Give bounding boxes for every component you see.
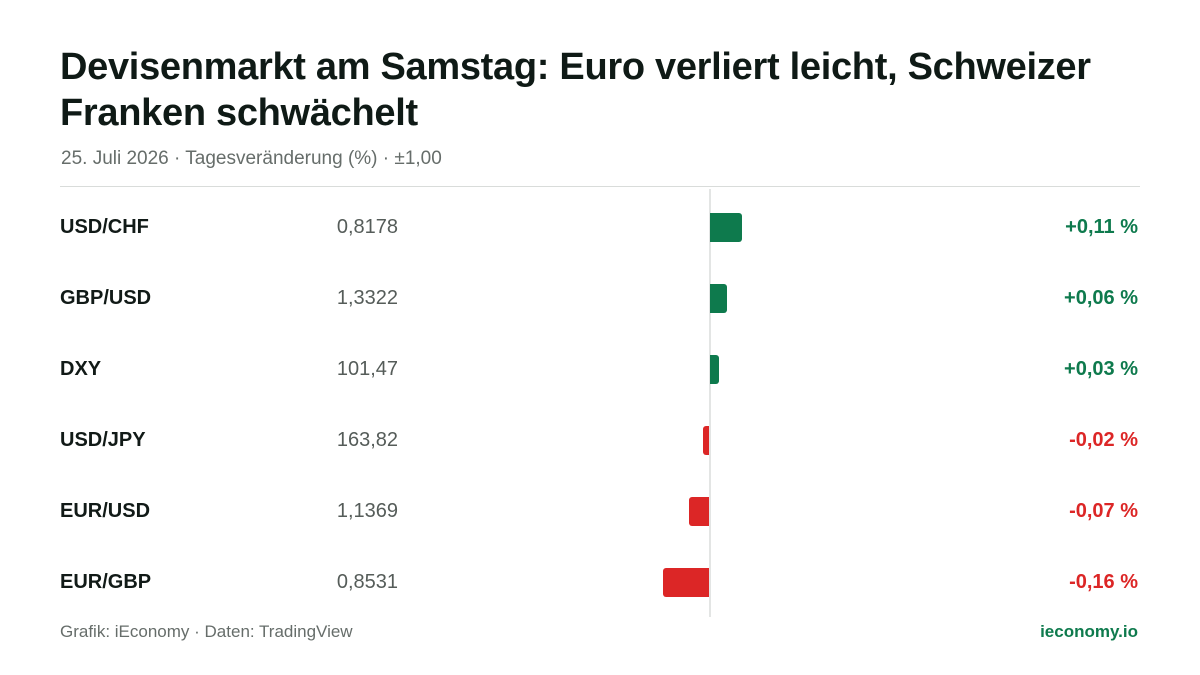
change-label: +0,06 % bbox=[1064, 287, 1138, 309]
change-label: +0,03 % bbox=[1064, 358, 1138, 380]
fx-rows: USD/CHF 0,8178 +0,11 % GBP/USD 1,3322 +0,06 %… bbox=[0, 192, 1200, 612]
fx-row: EUR/GBP 0,8531 -0,16 % bbox=[0, 547, 1200, 617]
currency-pair-label: USD/CHF bbox=[60, 216, 149, 238]
currency-pair-label: DXY bbox=[60, 358, 102, 380]
fx-row: GBP/USD 1,3322 +0,06 % bbox=[0, 263, 1200, 333]
price-value: 163,82 bbox=[336, 429, 398, 451]
change-bar bbox=[710, 355, 719, 384]
change-bar bbox=[703, 426, 709, 455]
price-value: 0,8531 bbox=[336, 571, 398, 593]
price-value: 1,1369 bbox=[336, 500, 398, 522]
change-bar bbox=[662, 568, 709, 597]
change-label: -0,07 % bbox=[1069, 500, 1138, 522]
zero-axis-line bbox=[709, 189, 711, 617]
price-value: 101,47 bbox=[336, 358, 398, 380]
change-bar bbox=[688, 497, 709, 526]
fx-row: DXY 101,47 +0,03 % bbox=[0, 334, 1200, 404]
fx-row: USD/CHF 0,8178 +0,11 % bbox=[0, 192, 1200, 262]
change-label: -0,02 % bbox=[1069, 429, 1138, 451]
chart-title: Devisenmarkt am Samstag: Euro verliert l… bbox=[60, 46, 1091, 134]
currency-pair-label: EUR/USD bbox=[60, 500, 151, 522]
change-bar bbox=[710, 213, 742, 242]
currency-pair-label: EUR/GBP bbox=[60, 571, 152, 593]
change-bar bbox=[710, 284, 728, 313]
change-label: -0,16 % bbox=[1069, 571, 1138, 593]
chart-subtitle: 25. Juli 2026 · Tagesveränderung (%) · ±… bbox=[61, 148, 442, 169]
currency-pair-label: GBP/USD bbox=[60, 287, 152, 309]
footer-brand[interactable]: ieconomy.io bbox=[1040, 622, 1138, 641]
fx-row: EUR/USD 1,1369 -0,07 % bbox=[0, 476, 1200, 546]
header-divider bbox=[60, 186, 1140, 187]
price-value: 0,8178 bbox=[336, 216, 398, 238]
currency-pair-label: USD/JPY bbox=[60, 429, 146, 451]
change-label: +0,11 % bbox=[1065, 216, 1138, 238]
price-value: 1,3322 bbox=[336, 287, 398, 309]
fx-row: USD/JPY 163,82 -0,02 % bbox=[0, 405, 1200, 475]
footer-source: Grafik: iEconomy · Daten: TradingView bbox=[60, 622, 353, 641]
